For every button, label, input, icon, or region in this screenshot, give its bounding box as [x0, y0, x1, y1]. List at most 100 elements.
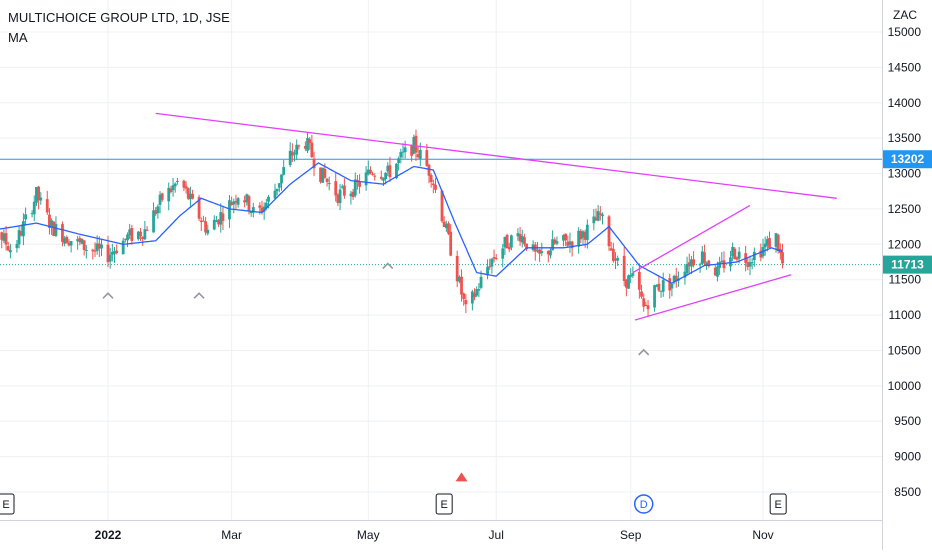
candle	[176, 177, 179, 185]
candle	[169, 185, 173, 194]
candle	[659, 290, 663, 298]
candle-body	[492, 257, 496, 259]
candle-body	[343, 185, 346, 196]
candle-body	[399, 152, 403, 158]
candle	[564, 233, 568, 246]
candle	[97, 236, 101, 258]
candle	[555, 236, 559, 246]
price-tick-label: 15000	[888, 25, 922, 39]
candle-body	[750, 262, 754, 264]
candle-body	[386, 165, 390, 172]
dividend-event[interactable]: D	[633, 494, 654, 514]
price-tick-label: 10500	[888, 343, 922, 357]
candle-body	[97, 243, 101, 249]
candle	[624, 279, 628, 297]
candle	[61, 221, 64, 247]
candle	[581, 230, 585, 245]
candle-body	[290, 151, 294, 156]
candle	[290, 143, 294, 163]
candle-body	[108, 254, 112, 262]
candle	[718, 256, 722, 275]
candle-body	[143, 229, 147, 240]
candle	[518, 227, 522, 246]
candle	[319, 167, 322, 184]
candle	[640, 284, 643, 299]
candle	[410, 144, 414, 162]
candle	[781, 243, 784, 269]
candle	[228, 194, 231, 228]
candle-body	[705, 262, 709, 265]
candle	[614, 252, 617, 270]
candle-body	[440, 190, 444, 222]
candle	[429, 173, 433, 188]
candle	[167, 182, 171, 211]
candle	[568, 232, 572, 253]
candle	[113, 246, 116, 263]
candle	[577, 227, 581, 254]
candle	[646, 300, 650, 317]
candle-body	[536, 250, 539, 252]
earnings-event[interactable]: E	[435, 493, 453, 515]
candle-body	[145, 229, 149, 231]
candle-body	[130, 228, 134, 241]
time-tick-label: May	[357, 528, 380, 542]
candle	[692, 251, 695, 268]
candle	[67, 239, 71, 247]
earnings-event[interactable]: E	[769, 493, 787, 515]
price-tick-label: 13000	[888, 167, 922, 181]
candle-body	[91, 249, 95, 252]
candle	[690, 255, 693, 275]
candle-body	[156, 206, 160, 214]
indicator-label[interactable]: MA	[8, 30, 28, 45]
candle	[570, 240, 574, 257]
candle-body	[566, 241, 570, 246]
candle-body	[642, 298, 646, 307]
candle-body	[683, 271, 687, 278]
earnings-event[interactable]: E	[0, 493, 15, 515]
candle-body	[674, 275, 678, 282]
last-price-label-bg	[883, 255, 932, 274]
candle-body	[774, 233, 778, 247]
candle	[32, 195, 36, 222]
candle-body	[247, 196, 251, 212]
candle-body	[609, 248, 613, 251]
candle	[748, 255, 752, 276]
candle	[126, 232, 129, 248]
candle-body	[67, 242, 71, 246]
trendline	[155, 112, 837, 199]
candle	[520, 229, 524, 248]
candle-body	[366, 169, 370, 175]
dividend-icon	[633, 494, 654, 514]
candle	[399, 148, 403, 164]
candle-body	[184, 186, 188, 189]
candle-body	[249, 211, 253, 214]
candle	[683, 264, 687, 285]
candle-body	[505, 234, 509, 249]
candle-body	[323, 168, 327, 178]
candle-body	[63, 238, 67, 244]
time-tick-label: Mar	[221, 528, 242, 542]
candle-body	[661, 280, 665, 292]
candle-body	[722, 260, 726, 269]
candle	[80, 238, 84, 245]
candle	[82, 240, 86, 256]
candle	[735, 256, 739, 262]
candle	[273, 183, 277, 200]
candle-body	[629, 275, 633, 277]
candle	[351, 188, 355, 200]
candle-body	[325, 178, 329, 182]
candle	[763, 236, 767, 256]
candle-body	[670, 283, 674, 289]
candle-body	[167, 187, 171, 202]
candle	[464, 294, 468, 314]
candle	[661, 272, 665, 297]
candle-body	[202, 220, 205, 222]
candle	[52, 220, 56, 237]
candle	[158, 191, 162, 214]
candle-body	[84, 249, 88, 251]
candle-body	[230, 202, 234, 206]
candle-body	[657, 283, 661, 291]
candle	[431, 179, 435, 194]
